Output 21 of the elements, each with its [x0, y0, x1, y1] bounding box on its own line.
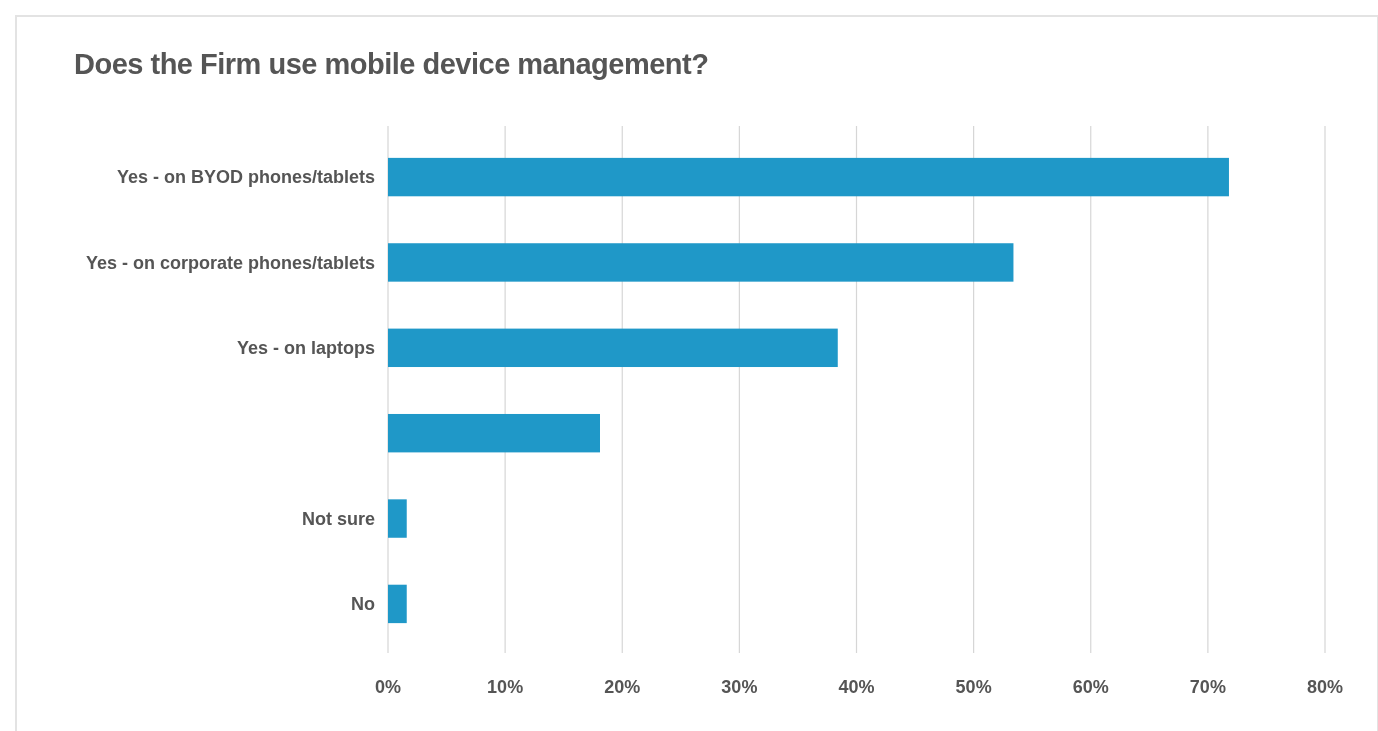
x-tick-label: 70%: [1189, 677, 1226, 697]
x-tick-label: 10%: [487, 677, 524, 697]
x-tick-label: 80%: [1306, 677, 1344, 697]
y-tick-label: No: [351, 594, 375, 615]
bar: [388, 328, 838, 368]
chart-title: Does the Firm use mobile device management?: [74, 48, 709, 80]
x-tick-label: 30%: [721, 677, 758, 697]
bar: [388, 413, 600, 453]
y-tick-label: Yes - on BYOD phones/tablets: [116, 167, 375, 188]
x-tick-label: 50%: [955, 677, 992, 697]
x-tick-label: 40%: [838, 677, 875, 697]
y-tick-label: Yes - on corporate phones/tablets: [85, 252, 375, 273]
bar: [388, 243, 1014, 282]
bar: [388, 157, 1229, 197]
y-tick-label: Yes - on laptops: [236, 338, 375, 359]
bar: [388, 584, 407, 624]
x-tick-label: 60%: [1072, 677, 1109, 697]
y-tick-label: Not sure: [301, 508, 375, 529]
bar: [388, 499, 407, 538]
x-tick-label: 20%: [604, 677, 641, 697]
x-tick-label: 0%: [374, 677, 402, 697]
